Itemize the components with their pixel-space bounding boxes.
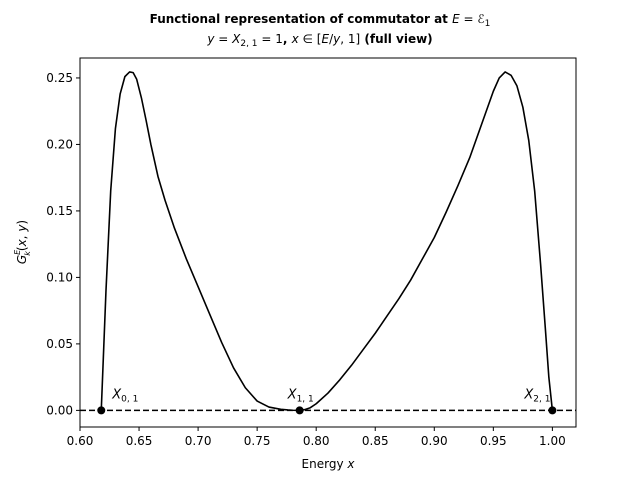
x-tick-label: 0.80: [303, 434, 330, 448]
x-tick-label: 0.85: [362, 434, 389, 448]
series-line: [100, 71, 554, 412]
y-tick-label: 0.25: [46, 71, 73, 85]
x-tick-label: 0.95: [480, 434, 507, 448]
x-axis-label: Energy x: [302, 457, 356, 471]
y-tick-label: 0.15: [46, 204, 73, 218]
y-tick-label: 0.05: [46, 337, 73, 351]
x-tick-label: 0.65: [126, 434, 153, 448]
root-point: [548, 406, 557, 415]
y-axis-label: GEk(x, y): [13, 220, 32, 264]
root-label: X2, 1: [523, 387, 550, 404]
y-tick-label: 0.20: [46, 137, 73, 151]
root-label: X1, 1: [287, 387, 314, 404]
root-point: [295, 406, 304, 415]
y-tick-label: 0.10: [46, 270, 73, 284]
plot-area: [79, 57, 577, 428]
plot-content: X0, 1 X1, 1 X2, 1: [80, 71, 576, 415]
x-tick-label: 0.60: [67, 434, 94, 448]
y-tick-label: 0.00: [46, 403, 73, 417]
x-tick-label: 0.90: [421, 434, 448, 448]
root-label: X0, 1: [111, 387, 138, 404]
chart-title: Functional representation of commutator …: [150, 12, 491, 29]
chart-subtitle: y = X2, 1 = 1, x ∈ [E/y, 1] (full view): [206, 32, 432, 49]
x-tick-label: 0.70: [185, 434, 212, 448]
x-tick-label: 1.00: [539, 434, 566, 448]
axis-ticks: 0.60 0.65 0.70 0.75 0.80 0.85 0.90 0.95 1.00 0.00…: [46, 71, 565, 448]
root-point: [97, 406, 106, 415]
x-tick-label: 0.75: [244, 434, 271, 448]
